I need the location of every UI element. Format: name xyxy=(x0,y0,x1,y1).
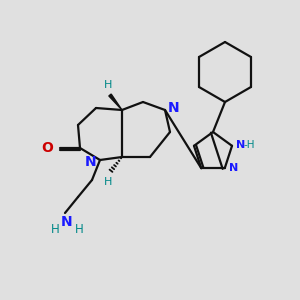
Text: N: N xyxy=(61,215,73,229)
Text: H: H xyxy=(104,80,112,90)
Text: H: H xyxy=(104,177,112,187)
Text: H: H xyxy=(51,223,59,236)
Text: N: N xyxy=(229,163,238,173)
Text: H: H xyxy=(75,223,83,236)
Text: O: O xyxy=(41,141,53,155)
Text: -H: -H xyxy=(243,140,254,150)
Polygon shape xyxy=(109,94,122,110)
Text: N: N xyxy=(168,101,180,115)
Text: N: N xyxy=(84,155,96,169)
Text: N: N xyxy=(236,140,245,150)
